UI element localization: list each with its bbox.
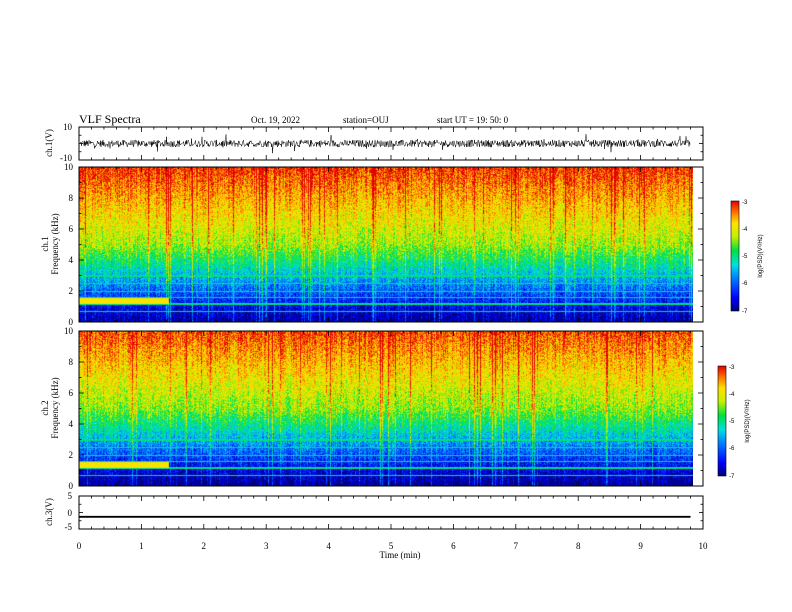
x-tick-label: 2	[202, 541, 207, 551]
ch2-spec-ylabel: Frequency (kHz)	[50, 377, 60, 438]
x-tick-label: 0	[77, 541, 82, 551]
ch1-cb-tick-m6: -6	[742, 281, 748, 287]
ch2-spec-ylabel-top: ch.2	[40, 400, 50, 415]
ch2-cb-tick-m5: -5	[729, 419, 735, 425]
x-tick-label: 3	[264, 541, 269, 551]
ch1-colorbar: -3 -4 -5 -6 -7 log(PSD)(V²/Hz)	[730, 200, 764, 315]
y-tick-label: 10	[64, 162, 74, 172]
ch1-cb-tick-m3: -3	[742, 200, 748, 206]
ch3-ytick-bottom: -5	[65, 522, 73, 532]
ch1-spec-ylabel-top: ch.1	[40, 236, 50, 251]
ch2-cb-tick-m7: -7	[729, 474, 735, 480]
ch2-colorbar: -3 -4 -5 -6 -7 log(PSD)(V²/Hz)	[717, 365, 751, 480]
ch3-waveform-panel: 5 0 -5 ch.3(V)	[44, 491, 704, 532]
y-tick-label: 6	[69, 388, 74, 398]
ch1-cb-tick-m7: -7	[742, 309, 748, 315]
x-tick-label: 1	[139, 541, 144, 551]
ch1-ylabel: ch.1(V)	[44, 129, 54, 157]
y-tick-label: 8	[69, 193, 74, 203]
y-tick-label: 0	[69, 481, 74, 491]
start-time-label: start UT = 19: 50: 0	[437, 115, 509, 125]
ch1-spectrogram-yticklabels: 0 2 4 6 8 10	[64, 162, 74, 327]
ch1-spectrogram-ticks	[78, 166, 704, 323]
ch3-waveform-ticks	[78, 495, 704, 530]
ch2-cb-tick-m3: -3	[729, 365, 735, 371]
x-tick-label: 6	[451, 541, 456, 551]
ch2-spectrogram-panel: 0 2 4 6 8 10 ch.2 Frequency (kHz) -3 -4 -5 -6…	[40, 326, 751, 491]
x-tick-label: 8	[576, 541, 581, 551]
x-tick-label: 10	[699, 541, 709, 551]
ch1-cb-tick-m5: -5	[742, 254, 748, 260]
ch1-spectrogram-panel: 0 2 4 6 8 10 ch.1 Frequency (kHz) -3 -4 -5 -6…	[40, 162, 764, 327]
x-tick-label: 4	[326, 541, 331, 551]
x-tick-label: 9	[638, 541, 643, 551]
ch1-trace	[79, 134, 691, 154]
ch2-spectrogram-ticks	[78, 330, 704, 487]
y-tick-label: 8	[69, 357, 74, 367]
ch3-ytick-mid: 0	[68, 508, 73, 518]
ch1-waveform-trace	[79, 134, 691, 154]
ch1-ytick-bottom: -10	[60, 153, 72, 163]
ch2-spectrogram-image	[79, 331, 693, 486]
date-label: Oct. 19, 2022	[251, 115, 300, 125]
y-tick-label: 2	[69, 286, 74, 296]
ch2-cb-tick-m4: -4	[729, 392, 735, 398]
x-axis-tick-labels: 0 1 2 3 4 5 6 7 8 9 10	[77, 541, 708, 551]
x-tick-label: 7	[514, 541, 519, 551]
y-tick-label: 10	[64, 326, 74, 336]
ch2-colorbar-label: log(PSD)(V²/Hz)	[745, 399, 751, 442]
ch2-cb-tick-m6: -6	[729, 446, 735, 452]
y-tick-label: 0	[69, 317, 74, 327]
station-label: station=OUJ	[343, 115, 389, 125]
ch1-ytick-top: 10	[63, 122, 73, 132]
ch1-waveform-panel: 10 -10 ch.1(V)	[44, 122, 704, 163]
y-tick-label: 4	[69, 255, 74, 265]
ch3-ytick-top: 5	[68, 491, 73, 501]
x-axis-label: Time (min)	[380, 550, 421, 560]
ch1-cb-tick-m4: -4	[742, 227, 748, 233]
ch3-ylabel: ch.3(V)	[44, 498, 54, 526]
ch1-spectrogram-image	[79, 167, 693, 322]
x-tick-label: 5	[389, 541, 394, 551]
ch2-spectrogram-yticklabels: 0 2 4 6 8 10	[64, 326, 74, 491]
y-tick-label: 6	[69, 224, 74, 234]
y-tick-label: 2	[69, 450, 74, 460]
ch1-spec-ylabel: Frequency (kHz)	[50, 213, 60, 274]
ch1-colorbar-label: log(PSD)(V²/Hz)	[758, 234, 764, 277]
ch1-waveform-ticks	[78, 126, 704, 161]
y-tick-label: 4	[69, 419, 74, 429]
figure-title: VLF Spectra	[79, 112, 141, 126]
